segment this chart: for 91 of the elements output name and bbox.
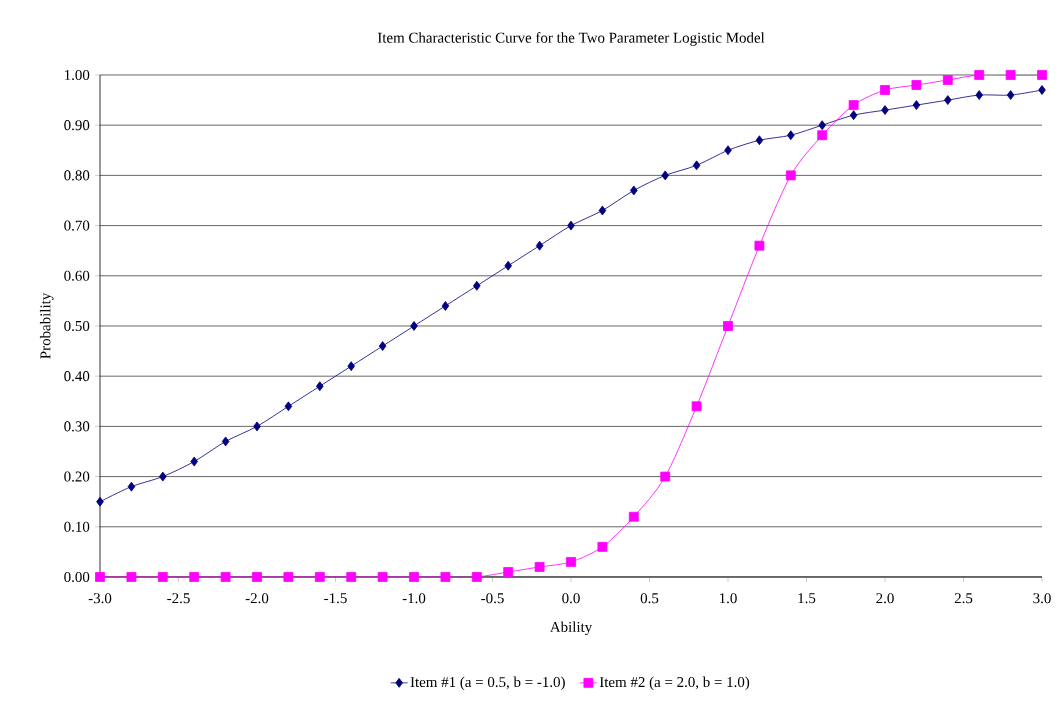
y-tick-label: 0.00 (64, 571, 90, 583)
point (849, 110, 858, 121)
point (911, 80, 922, 90)
point (159, 471, 167, 482)
point (95, 572, 105, 582)
x-tick-label: 1.0 (719, 593, 737, 604)
x-tick-label: 0.5 (640, 593, 659, 604)
point (1038, 85, 1046, 95)
point (785, 170, 796, 181)
point (880, 85, 890, 95)
y-tick-label: 0.90 (64, 120, 90, 131)
point (283, 572, 294, 582)
point (567, 220, 575, 231)
point (1006, 90, 1015, 100)
point (440, 572, 451, 582)
point (190, 456, 198, 467)
x-tick-label: 3.0 (1033, 593, 1051, 604)
point (535, 240, 544, 251)
x-axis-title: Ability (549, 621, 593, 636)
point (534, 562, 545, 572)
point (252, 572, 262, 582)
point (409, 572, 419, 582)
y-tick-label: 0.20 (64, 471, 90, 482)
point (284, 401, 293, 412)
point (503, 567, 514, 577)
point (848, 100, 859, 110)
y-tick-label: 0.10 (64, 521, 90, 532)
point (347, 361, 355, 372)
x-tick-label: 0.0 (562, 593, 580, 604)
point (220, 572, 231, 582)
y-tick-label: 0.80 (64, 170, 90, 181)
x-tick-label: -2.5 (167, 593, 190, 604)
point (912, 100, 921, 110)
point (724, 145, 732, 156)
point (126, 572, 137, 582)
y-tick-label: 0.50 (64, 320, 90, 332)
point (127, 481, 136, 492)
point (630, 185, 638, 196)
x-tick-label: -1.5 (324, 593, 347, 604)
x-tick-label: -1.0 (402, 593, 426, 604)
point (566, 557, 576, 567)
point (881, 105, 889, 116)
point (944, 95, 952, 105)
point (661, 170, 669, 181)
point (691, 401, 702, 412)
point (441, 301, 450, 311)
point (817, 130, 828, 141)
point (221, 436, 230, 447)
point (755, 135, 764, 146)
x-tick-label: 2.5 (954, 593, 973, 604)
point (628, 511, 639, 522)
point (410, 321, 418, 331)
x-tick-label: 2.0 (876, 593, 894, 604)
point (597, 541, 608, 552)
y-tick-label: 0.40 (64, 371, 90, 382)
point (377, 572, 388, 582)
point (975, 90, 983, 100)
chart-title: Item Characteristic Curve for the Two Parameter Logistic Model (377, 32, 765, 46)
point (818, 120, 826, 131)
point (598, 205, 607, 216)
point (346, 572, 357, 582)
legend-label: Item #1 (a = 0.5, b = -1.0) (410, 676, 565, 691)
point (660, 471, 671, 482)
point (787, 130, 795, 141)
point (1005, 70, 1016, 80)
point (692, 160, 701, 171)
point (189, 572, 200, 582)
point (316, 381, 324, 392)
point (942, 75, 953, 85)
x-tick-label: 1.5 (798, 593, 816, 604)
y-tick-label: 0.70 (64, 220, 90, 231)
point (974, 70, 985, 80)
y-axis-title: Probability (39, 292, 54, 359)
point (378, 341, 387, 351)
x-tick-label: -3.0 (88, 593, 112, 604)
point (253, 421, 261, 432)
y-tick-label: 0.30 (64, 421, 90, 432)
point (96, 496, 104, 507)
point (473, 280, 481, 291)
x-tick-label: -2.0 (245, 593, 269, 604)
point (723, 321, 733, 331)
point (471, 572, 482, 582)
point (754, 240, 765, 251)
point (504, 260, 512, 271)
point (157, 572, 168, 582)
legend-label: Item #2 (a = 2.0, b = 1.0) (599, 676, 750, 691)
point (1037, 70, 1047, 80)
y-tick-label: 1.00 (64, 69, 90, 81)
y-tick-label: 0.60 (64, 270, 90, 281)
x-tick-label: -0.5 (481, 593, 504, 604)
point (314, 572, 325, 582)
